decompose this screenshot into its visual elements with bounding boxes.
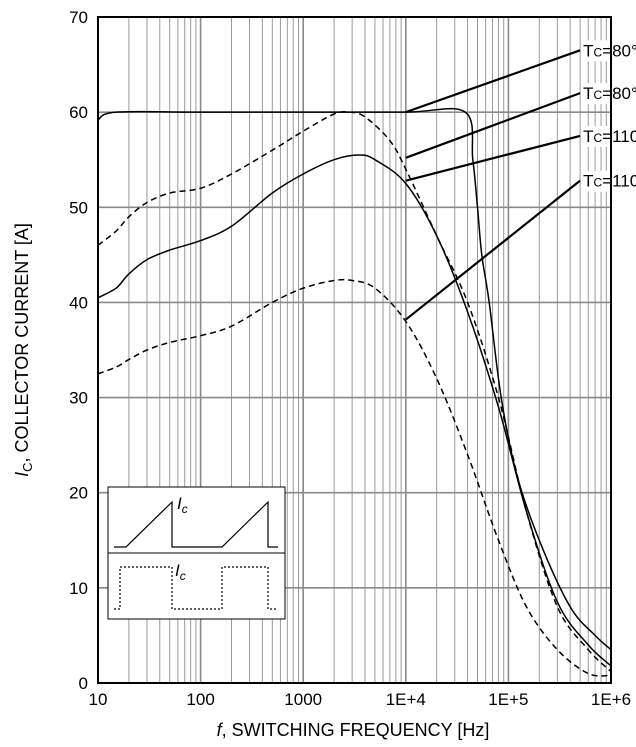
series-line-1 xyxy=(97,107,612,651)
y-tick-label: 30 xyxy=(69,389,88,408)
y-tick-label: 0 xyxy=(79,674,88,693)
plot-frame xyxy=(97,16,612,684)
annotation-label-bg xyxy=(581,125,636,147)
y-tick-label: 70 xyxy=(69,8,88,27)
annotation-label-bg xyxy=(581,40,636,62)
y-axis-tick-labels: 0 10 20 30 40 50 60 70 xyxy=(69,8,88,693)
annotation-label-bg xyxy=(581,83,636,105)
inset-bottom-label: Ic xyxy=(175,561,186,583)
y-tick-label: 40 xyxy=(69,293,88,312)
inset-top-label: Ic xyxy=(177,494,188,516)
x-tick-label: 1000 xyxy=(284,690,322,709)
y-tick-label: 60 xyxy=(69,103,88,122)
annotation-leader-2 xyxy=(405,92,581,159)
inset-bottom-waveform xyxy=(114,566,278,610)
y-axis-title-var: I xyxy=(12,472,32,477)
series-line-3 xyxy=(97,154,612,667)
y-axis-title: IC, COLLECTOR CURRENT [A] xyxy=(12,223,35,477)
x-axis-tick-labels: 10 100 1000 1E+4 1E+5 1E+6 xyxy=(89,690,632,709)
annotation-leader-3 xyxy=(405,134,581,182)
x-axis-title-var: f xyxy=(217,720,224,740)
annotation-label-3: TC=110° xyxy=(583,127,636,146)
annotation-label-bg xyxy=(581,170,636,192)
x-axis-title-text: , SWITCHING FREQUENCY [Hz] xyxy=(222,720,490,740)
annotation-leader-1 xyxy=(405,49,581,114)
waveform-inset: Ic Ic xyxy=(107,486,286,620)
series-layer xyxy=(97,107,612,677)
y-tick-label: 20 xyxy=(69,484,88,503)
x-tick-label: 100 xyxy=(186,690,214,709)
x-tick-label: 10 xyxy=(89,690,108,709)
x-tick-label: 1E+6 xyxy=(591,690,631,709)
x-axis-title: f, SWITCHING FREQUENCY [Hz] xyxy=(217,720,490,740)
series-line-4 xyxy=(97,278,612,677)
y-tick-label: 50 xyxy=(69,198,88,217)
x-tick-label: 1E+5 xyxy=(488,690,528,709)
y-tick-label: 10 xyxy=(69,579,88,598)
y-axis-title-text: , COLLECTOR CURRENT [A] xyxy=(12,223,32,462)
annotation-leader-4 xyxy=(405,179,581,321)
annotation-label-2: TC=80° xyxy=(583,84,636,103)
annotation-label-1: TC=80° xyxy=(583,41,636,60)
inset-top-waveform xyxy=(114,500,278,548)
y-axis-title-sub: C xyxy=(20,462,35,471)
annotation-label-4: TC=110° xyxy=(583,172,636,191)
x-tick-label: 1E+4 xyxy=(386,690,426,709)
